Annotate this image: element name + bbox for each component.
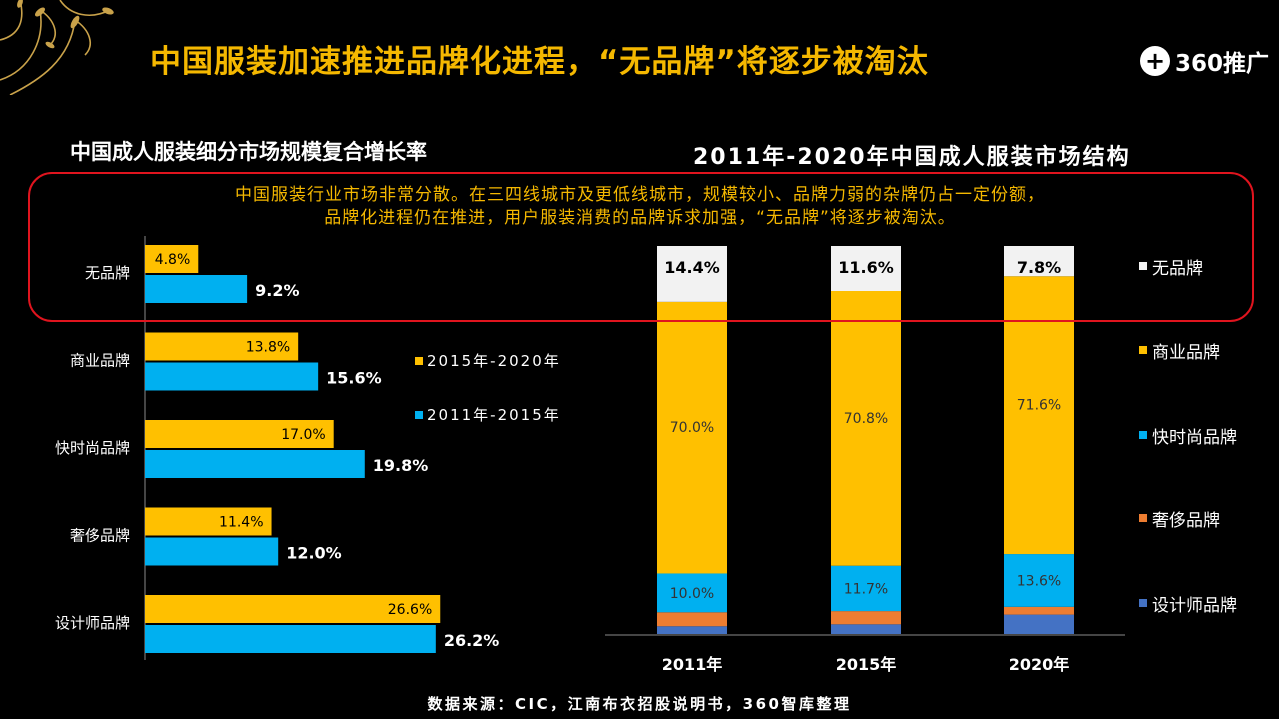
bar-2015-2020 — [145, 332, 299, 361]
data-label: 17.0% — [281, 427, 325, 443]
legend-swatch — [415, 357, 423, 365]
legend-swatch — [1139, 514, 1147, 522]
legend-swatch — [1139, 599, 1147, 607]
data-label: 14.4% — [664, 258, 720, 277]
stacked-segment — [657, 301, 727, 574]
data-label: 11.6% — [838, 258, 894, 277]
data-label: 13.8% — [246, 340, 290, 356]
stacked-segment — [657, 612, 727, 627]
data-label: 9.2% — [255, 281, 299, 300]
data-label: 12.0% — [286, 544, 342, 563]
data-label: 7.8% — [1017, 258, 1061, 277]
corner-ornament-icon — [0, 0, 114, 95]
data-label: 13.6% — [1017, 573, 1061, 589]
data-label: 15.6% — [326, 369, 382, 388]
bar-2011-2015 — [145, 537, 279, 566]
stacked-segment — [1004, 606, 1074, 615]
category-label: 设计师品牌 — [55, 614, 130, 632]
right-chart-title: 2011年-2020年中国成人服装市场结构 — [693, 145, 1131, 170]
stacked-segment — [1004, 276, 1074, 555]
bar-2015-2020 — [145, 245, 199, 273]
legend-swatch — [1139, 431, 1147, 439]
legend-label: 2015年-2020年 — [427, 352, 561, 370]
bar-2015-2020 — [145, 595, 441, 623]
data-label: 70.8% — [844, 411, 888, 427]
stacked-segment — [657, 573, 727, 613]
stacked-segment — [831, 246, 901, 292]
category-label: 商业品牌 — [70, 352, 130, 370]
legend-swatch — [415, 411, 423, 419]
stacked-segment — [657, 626, 727, 634]
logo-text: 360推广 — [1175, 51, 1270, 77]
stacked-segment — [1004, 246, 1074, 277]
bar-2011-2015 — [145, 275, 248, 303]
data-label: 11.7% — [844, 581, 888, 597]
category-label: 2015年 — [836, 655, 897, 674]
legend-label: 2011年-2015年 — [427, 406, 561, 424]
stacked-segment — [831, 565, 901, 612]
legend-swatch — [1139, 262, 1147, 270]
legend-label: 快时尚品牌 — [1152, 428, 1237, 448]
legend-label: 奢侈品牌 — [1152, 511, 1220, 531]
stacked-segment — [657, 246, 727, 302]
category-label: 快时尚品牌 — [55, 439, 130, 457]
bar-2011-2015 — [145, 450, 365, 478]
stacked-segment — [831, 611, 901, 625]
legend-label: 设计师品牌 — [1152, 596, 1237, 616]
legend-swatch — [1139, 346, 1147, 354]
stacked-segment — [1004, 614, 1074, 634]
data-label: 10.0% — [670, 586, 714, 602]
legend-label: 商业品牌 — [1152, 343, 1220, 363]
bar-2011-2015 — [145, 625, 436, 653]
bar-2015-2020 — [145, 507, 272, 536]
page-title: 中国服装加速推进品牌化进程，“无品牌”将逐步被淘汰 — [150, 44, 929, 80]
data-label: 11.4% — [219, 515, 263, 531]
category-label: 2020年 — [1009, 655, 1070, 674]
category-label: 2011年 — [662, 655, 723, 674]
source-note: 数据来源：CIC，江南布衣招股说明书，360智库整理 — [427, 695, 852, 713]
callout-line-1: 中国服装行业市场非常分散。在三四线城市及更低线城市，规模较小、品牌力弱的杂牌仍占… — [235, 185, 1045, 205]
legend-label: 无品牌 — [1152, 259, 1203, 279]
data-label: 19.8% — [373, 456, 429, 475]
callout-text: 中国服装行业市场非常分散。在三四线城市及更低线城市，规模较小、品牌力弱的杂牌仍占… — [30, 184, 1250, 230]
left-chart-title: 中国成人服装细分市场规模复合增长率 — [70, 140, 427, 164]
category-label: 奢侈品牌 — [70, 527, 130, 545]
category-label: 无品牌 — [85, 264, 130, 282]
plus-circle-icon: + — [1140, 46, 1170, 76]
stacked-segment — [831, 624, 901, 634]
stacked-segment — [1004, 554, 1074, 607]
data-label: 4.8% — [155, 252, 191, 268]
brand-logo: + 360推广 — [1140, 44, 1269, 78]
bar-2011-2015 — [145, 362, 319, 391]
bar-2015-2020 — [145, 420, 334, 448]
data-label: 26.2% — [444, 631, 500, 650]
stacked-segment — [831, 291, 901, 566]
data-label: 70.0% — [670, 420, 714, 436]
callout-box — [28, 172, 1254, 322]
data-label: 26.6% — [388, 602, 432, 618]
data-label: 71.6% — [1017, 398, 1061, 414]
callout-line-2: 品牌化进程仍在推进，用户服装消费的品牌诉求加强，“无品牌”将逐步被淘汰。 — [324, 208, 956, 228]
